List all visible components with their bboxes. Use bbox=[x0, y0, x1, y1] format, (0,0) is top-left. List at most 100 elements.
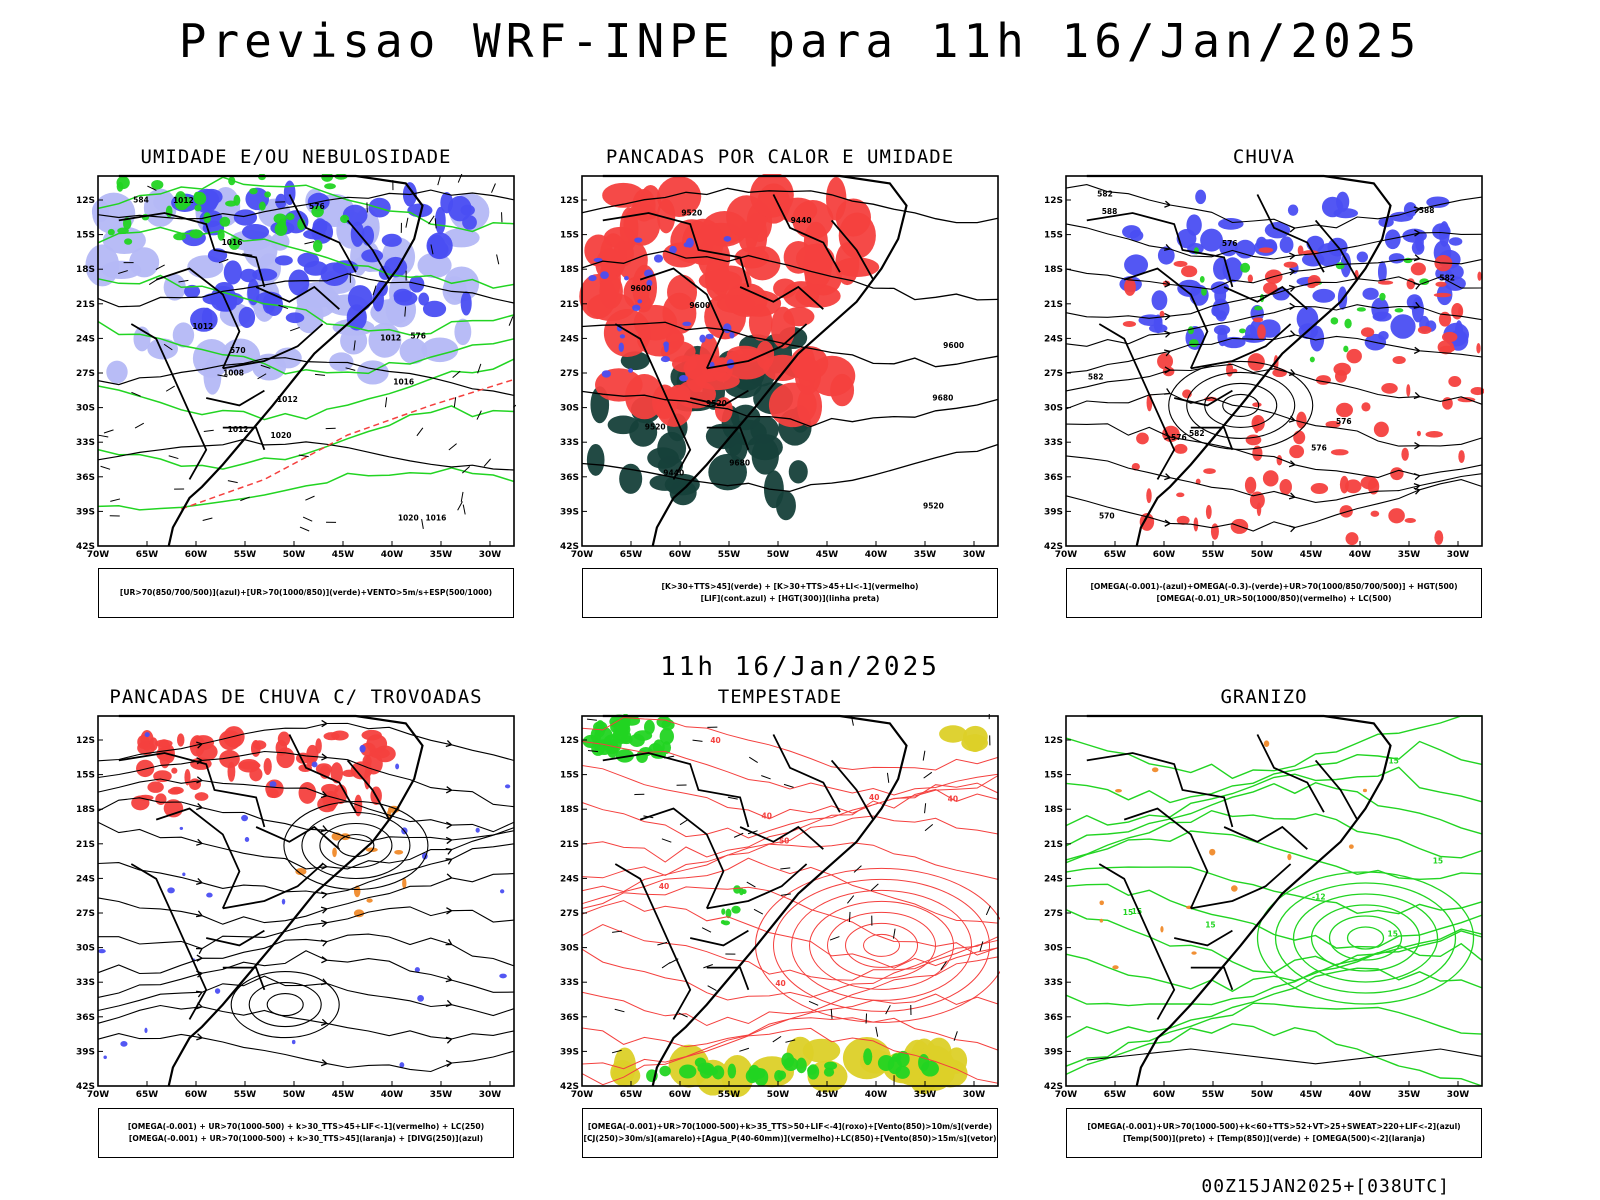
streamline bbox=[97, 750, 515, 808]
divergence-marker bbox=[214, 988, 221, 994]
rain-area bbox=[1381, 383, 1398, 394]
omega-area bbox=[1448, 237, 1463, 246]
lon-tick-label: 60W bbox=[185, 550, 208, 560]
green-contour bbox=[97, 405, 515, 470]
legend-line: [OMEGA(-0.001)+UR>70(1000-500)+k<60+TTS>… bbox=[1087, 1122, 1461, 1131]
streamline-arrow bbox=[1164, 366, 1171, 374]
streamline-arrow bbox=[445, 1036, 453, 1044]
lifted-index-contour bbox=[682, 321, 692, 327]
humidity-area-mid bbox=[381, 233, 402, 247]
wind-vector bbox=[227, 480, 238, 484]
rain-area bbox=[1360, 476, 1378, 490]
legend-box: [OMEGA(-0.001) + UR>70(1000-500) + k>30_… bbox=[98, 1108, 514, 1158]
wind-vector bbox=[165, 385, 175, 392]
streamline-arrow bbox=[321, 719, 328, 728]
wind-vector bbox=[985, 905, 991, 916]
humidity-area-mid bbox=[274, 255, 293, 266]
omega-area bbox=[1438, 221, 1450, 247]
streamline bbox=[1065, 184, 1483, 229]
humidity-area-low bbox=[193, 191, 202, 204]
rain-area bbox=[1205, 504, 1212, 520]
temperature-850-contour bbox=[1328, 915, 1403, 961]
lon-tick-label: 30W bbox=[963, 1090, 986, 1100]
streamline-arrow bbox=[195, 990, 203, 998]
streamline-arrow bbox=[1288, 492, 1296, 500]
streamline-arrow bbox=[196, 1033, 203, 1041]
humidity-area-low bbox=[249, 187, 258, 195]
streamline bbox=[97, 873, 515, 925]
contour-label: 576 bbox=[1336, 417, 1352, 426]
map-background bbox=[1066, 716, 1482, 1086]
contour-label: 1016 bbox=[425, 513, 446, 522]
thunderstorm-area bbox=[298, 781, 317, 804]
instability-lifted-area bbox=[826, 177, 847, 221]
lat-tick-label: 42S bbox=[76, 1082, 95, 1092]
precipitable-water-contour bbox=[581, 815, 999, 879]
thunderstorm-area bbox=[219, 749, 240, 769]
rain-area bbox=[1262, 470, 1279, 487]
humidity-area-low bbox=[124, 238, 133, 245]
wind-vector bbox=[808, 1000, 819, 1006]
thunderstorm-area bbox=[315, 763, 333, 775]
wind-vector bbox=[586, 718, 597, 721]
country-border bbox=[1190, 323, 1292, 370]
wind-vector bbox=[299, 526, 310, 532]
omega-area bbox=[1215, 310, 1227, 322]
divergence-marker bbox=[144, 732, 150, 738]
instability-area bbox=[708, 453, 747, 491]
omega-area bbox=[1149, 323, 1168, 333]
wind-850-area bbox=[807, 1065, 818, 1075]
rain-area bbox=[1307, 274, 1321, 287]
rain-area bbox=[1406, 384, 1411, 397]
lon-tick-label: 50W bbox=[767, 550, 790, 560]
contour-label: 40 bbox=[762, 811, 772, 820]
wind-vector bbox=[148, 278, 158, 285]
streamline-arrow bbox=[320, 791, 328, 799]
streamline-arrow bbox=[445, 847, 453, 855]
lon-tick-label: 40W bbox=[865, 1090, 888, 1100]
contour-label: 9600 bbox=[689, 301, 710, 310]
wind-vector bbox=[829, 936, 840, 941]
divergence-marker bbox=[311, 761, 318, 768]
lat-tick-label: 24S bbox=[560, 874, 579, 884]
country-border bbox=[639, 267, 725, 369]
thunderstorm-area bbox=[155, 793, 167, 805]
rain-area bbox=[1325, 420, 1341, 428]
precipitable-water-contour bbox=[581, 857, 999, 924]
country-border bbox=[1314, 219, 1358, 281]
wind-vector bbox=[384, 397, 388, 408]
instability-lifted-area bbox=[830, 373, 855, 407]
lifted-index-contour bbox=[628, 368, 634, 373]
omega-area bbox=[1218, 218, 1244, 230]
wind-850-area bbox=[720, 920, 726, 925]
lifted-index-contour bbox=[624, 275, 629, 281]
rain-area bbox=[1438, 311, 1452, 327]
lat-tick-label: 36S bbox=[76, 473, 95, 483]
lat-tick-label: 24S bbox=[560, 334, 579, 344]
humidity-area-high bbox=[129, 247, 160, 278]
streamline-arrow bbox=[1164, 519, 1171, 527]
instability-lifted-area bbox=[667, 274, 698, 310]
divergence-marker bbox=[167, 887, 175, 894]
wind-850-area bbox=[774, 1069, 784, 1082]
wind-vector bbox=[448, 443, 457, 451]
lon-tick-label: 30W bbox=[1447, 1090, 1470, 1100]
lat-tick-label: 42S bbox=[76, 542, 95, 552]
wind-vector bbox=[703, 964, 713, 969]
thunderstorm-area bbox=[263, 758, 272, 776]
country-border bbox=[222, 323, 324, 370]
lon-tick-label: 60W bbox=[185, 1090, 208, 1100]
omega-500-marker bbox=[1151, 767, 1159, 773]
green-contour bbox=[97, 320, 515, 375]
circulation-contour bbox=[319, 822, 393, 869]
streamline-arrow bbox=[195, 947, 203, 955]
country-border bbox=[830, 219, 874, 281]
panel-pancadas-trovoadas: PANCADAS DE CHUVA C/ TROVOADAS 12S 15S 18S… bbox=[76, 686, 516, 1158]
lat-tick-label: 21S bbox=[560, 840, 579, 850]
lon-tick-label: 40W bbox=[865, 550, 888, 560]
rain-area bbox=[1136, 432, 1149, 445]
wind-vector bbox=[496, 254, 500, 265]
wind-vector bbox=[155, 264, 165, 271]
omega-area bbox=[1384, 229, 1401, 250]
contour-label: 570 bbox=[230, 346, 246, 355]
